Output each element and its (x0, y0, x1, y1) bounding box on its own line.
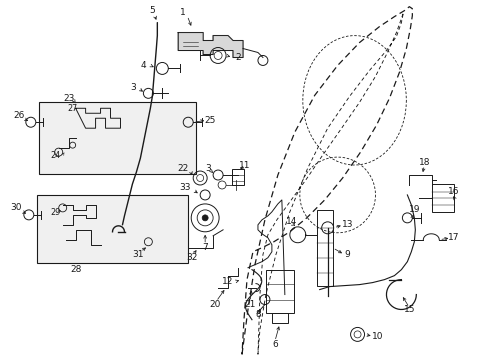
Text: 23: 23 (63, 94, 74, 103)
Text: 24: 24 (51, 150, 61, 159)
Text: 3: 3 (130, 83, 136, 92)
Text: 30: 30 (10, 203, 21, 212)
Text: 3: 3 (205, 163, 211, 172)
Text: 29: 29 (50, 208, 61, 217)
Polygon shape (178, 32, 243, 58)
Circle shape (202, 215, 208, 221)
Text: 4: 4 (140, 61, 146, 70)
Text: 26: 26 (13, 111, 24, 120)
Text: 22: 22 (177, 163, 188, 172)
Bar (265, 270, 293, 314)
Text: 6: 6 (271, 340, 277, 349)
Bar (431, 184, 453, 212)
Text: 17: 17 (447, 233, 459, 242)
Text: 18: 18 (418, 158, 429, 167)
Text: 31: 31 (132, 250, 144, 259)
Bar (39, 102, 196, 174)
Text: 13: 13 (341, 220, 353, 229)
Text: 5: 5 (149, 6, 155, 15)
Text: 10: 10 (371, 332, 383, 341)
Bar (271, 314, 287, 323)
Text: 32: 32 (186, 253, 198, 262)
Bar (232, 169, 244, 185)
Text: 19: 19 (408, 206, 419, 215)
Text: 8: 8 (255, 310, 260, 319)
Text: 25: 25 (204, 116, 215, 125)
Text: 15: 15 (403, 305, 414, 314)
Text: 12: 12 (222, 277, 233, 286)
Text: 27: 27 (67, 104, 78, 113)
Text: 7: 7 (202, 243, 207, 252)
Bar (316, 210, 332, 285)
Text: 11: 11 (239, 161, 250, 170)
Text: 28: 28 (70, 265, 81, 274)
Text: 33: 33 (179, 184, 191, 193)
Text: 1: 1 (180, 8, 186, 17)
Text: 20: 20 (209, 300, 221, 309)
Bar (37, 195, 188, 263)
Text: 21: 21 (244, 300, 255, 309)
Text: 9: 9 (344, 250, 350, 259)
Text: 14: 14 (285, 217, 297, 226)
Text: 2: 2 (235, 53, 241, 62)
Text: 16: 16 (447, 188, 459, 197)
